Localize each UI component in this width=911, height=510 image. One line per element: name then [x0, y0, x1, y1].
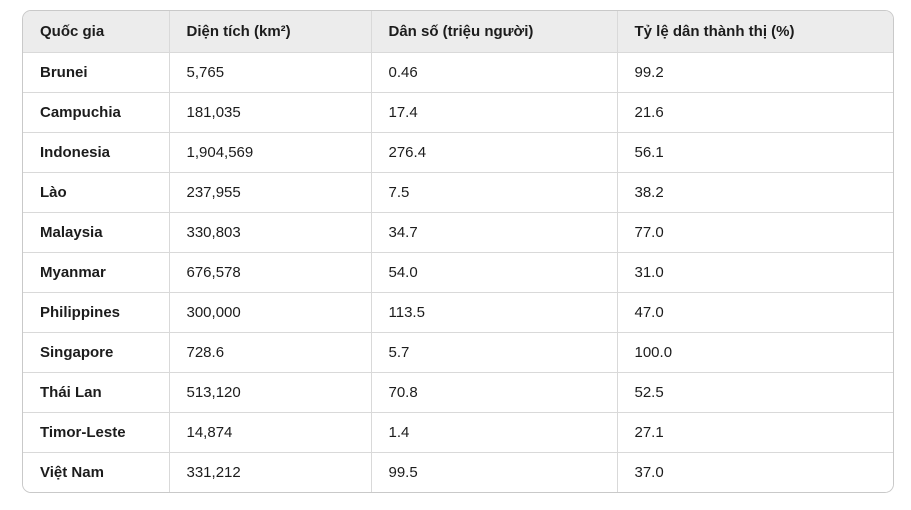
- cell-urban-pct: 99.2: [616, 51, 893, 92]
- cell-area: 1,904,569: [168, 131, 371, 172]
- cell-country: Philippines: [23, 291, 169, 332]
- cell-urban-pct: 100.0: [616, 331, 893, 372]
- cell-area: 5,765: [168, 51, 371, 92]
- cell-area: 14,874: [168, 411, 371, 452]
- table-row: Campuchia 181,035 17.4 21.6: [23, 91, 893, 132]
- cell-urban-pct: 38.2: [616, 171, 893, 212]
- cell-area: 676,578: [168, 251, 371, 292]
- table-row: Brunei 5,765 0.46 99.2: [23, 51, 893, 92]
- cell-population: 5.7: [370, 331, 617, 372]
- cell-population: 70.8: [370, 371, 617, 412]
- cell-country: Việt Nam: [23, 451, 169, 492]
- cell-country: Campuchia: [23, 91, 169, 132]
- cell-urban-pct: 37.0: [616, 451, 893, 492]
- cell-country: Malaysia: [23, 211, 169, 252]
- table-header: Quốc gia Diện tích (km²) Dân số (triệu n…: [23, 11, 893, 52]
- cell-population: 7.5: [370, 171, 617, 212]
- table-row: Singapore 728.6 5.7 100.0: [23, 331, 893, 372]
- cell-area: 513,120: [168, 371, 371, 412]
- cell-population: 0.46: [370, 51, 617, 92]
- column-header-country: Quốc gia: [23, 11, 169, 52]
- table-row: Timor-Leste 14,874 1.4 27.1: [23, 411, 893, 452]
- cell-urban-pct: 52.5: [616, 371, 893, 412]
- cell-urban-pct: 31.0: [616, 251, 893, 292]
- cell-area: 237,955: [168, 171, 371, 212]
- table-row: Thái Lan 513,120 70.8 52.5: [23, 371, 893, 412]
- cell-country: Brunei: [23, 51, 169, 92]
- cell-population: 17.4: [370, 91, 617, 132]
- cell-area: 181,035: [168, 91, 371, 132]
- cell-population: 99.5: [370, 451, 617, 492]
- cell-urban-pct: 56.1: [616, 131, 893, 172]
- cell-population: 276.4: [370, 131, 617, 172]
- cell-urban-pct: 27.1: [616, 411, 893, 452]
- cell-population: 34.7: [370, 211, 617, 252]
- table-row: Philippines 300,000 113.5 47.0: [23, 291, 893, 332]
- cell-country: Indonesia: [23, 131, 169, 172]
- column-header-population: Dân số (triệu người): [370, 11, 617, 52]
- table-row: Myanmar 676,578 54.0 31.0: [23, 251, 893, 292]
- table-row: Lào 237,955 7.5 38.2: [23, 171, 893, 212]
- cell-area: 330,803: [168, 211, 371, 252]
- column-header-area: Diện tích (km²): [168, 11, 371, 52]
- cell-population: 113.5: [370, 291, 617, 332]
- cell-population: 1.4: [370, 411, 617, 452]
- cell-urban-pct: 21.6: [616, 91, 893, 132]
- table-body: Brunei 5,765 0.46 99.2 Campuchia 181,035 17.4 2…: [23, 51, 893, 492]
- cell-population: 54.0: [370, 251, 617, 292]
- data-table: Quốc gia Diện tích (km²) Dân số (triệu n…: [23, 11, 893, 492]
- cell-country: Singapore: [23, 331, 169, 372]
- cell-urban-pct: 77.0: [616, 211, 893, 252]
- table-row: Malaysia 330,803 34.7 77.0: [23, 211, 893, 252]
- cell-country: Myanmar: [23, 251, 169, 292]
- header-row: Quốc gia Diện tích (km²) Dân số (triệu n…: [23, 11, 893, 52]
- countries-table: Quốc gia Diện tích (km²) Dân số (triệu n…: [22, 10, 894, 493]
- table-row: Việt Nam 331,212 99.5 37.0: [23, 451, 893, 492]
- column-header-urban-pct: Tỷ lệ dân thành thị (%): [616, 11, 893, 52]
- cell-country: Thái Lan: [23, 371, 169, 412]
- cell-area: 728.6: [168, 331, 371, 372]
- cell-urban-pct: 47.0: [616, 291, 893, 332]
- cell-area: 331,212: [168, 451, 371, 492]
- table-row: Indonesia 1,904,569 276.4 56.1: [23, 131, 893, 172]
- cell-area: 300,000: [168, 291, 371, 332]
- cell-country: Lào: [23, 171, 169, 212]
- cell-country: Timor-Leste: [23, 411, 169, 452]
